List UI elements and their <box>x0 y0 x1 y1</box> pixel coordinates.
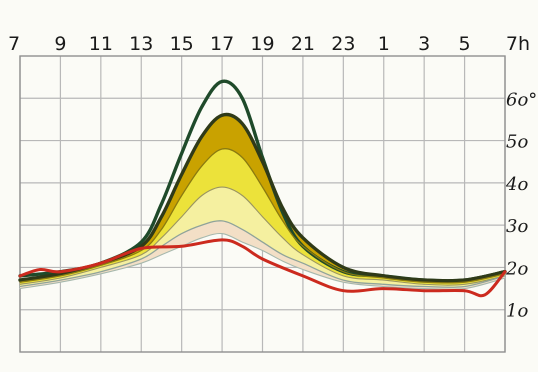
x-tick-label-8: 23 <box>331 33 355 55</box>
series-lines <box>18 79 507 298</box>
y-tick-label-1: 2o <box>505 258 528 279</box>
x-tick-label-11: 5 <box>459 33 471 55</box>
x-tick-label-4: 15 <box>170 33 194 55</box>
x-tick-label-5: 17 <box>210 33 234 55</box>
y-tick-label-2: 3o <box>506 216 528 237</box>
y-tick-label-5: 6o° <box>506 89 537 110</box>
series-line-mid <box>19 186 506 286</box>
y-tick-label-3: 4o <box>505 174 528 195</box>
plot-frame <box>19 55 506 353</box>
y-axis-ticks: 1o 2o 3o 4o 5o 6o° <box>505 89 537 321</box>
x-axis-ticks: 7 9 11 13 15 17 19 21 23 1 3 5 7h <box>8 33 530 55</box>
x-tick-label-12: 7h <box>506 33 530 55</box>
series-line-mid_high <box>19 148 506 284</box>
x-tick-label-1: 9 <box>54 33 66 55</box>
series-line-min <box>18 238 507 298</box>
x-tick-label-9: 1 <box>378 33 390 55</box>
x-tick-label-6: 19 <box>250 33 274 55</box>
y-tick-label-0: 1o <box>506 301 528 322</box>
x-tick-label-2: 11 <box>89 33 113 55</box>
x-tick-label-10: 3 <box>418 33 430 55</box>
band-pale <box>20 187 505 288</box>
y-tick-label-4: 5o <box>506 132 528 153</box>
x-tick-label-0: 7 <box>8 33 20 55</box>
x-tick-label-7: 21 <box>291 33 315 55</box>
x-tick-label-3: 13 <box>129 33 153 55</box>
series-line-lowest <box>19 232 506 290</box>
series-line-low <box>19 220 506 288</box>
